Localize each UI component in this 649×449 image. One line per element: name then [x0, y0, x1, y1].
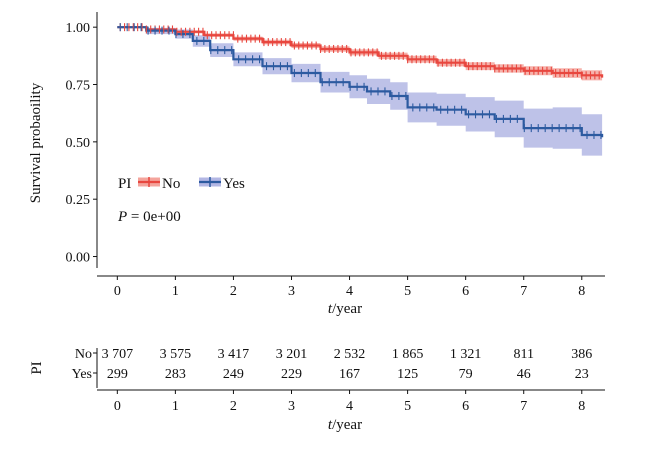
legend-yes-label: Yes [223, 176, 245, 192]
x-tick-label: 6 [462, 284, 469, 299]
survival-plot: 0.00 0.25 0.50 0.75 1.00 0 1 2 3 4 5 6 7 8 Survival p… [28, 12, 605, 317]
risk-cell-yes: 125 [397, 367, 418, 382]
confidence-band-yes [117, 27, 603, 158]
risk-x-axis-label: t/year [328, 417, 362, 433]
risk-cell-yes: 23 [575, 367, 589, 382]
risk-cell-yes: 79 [459, 367, 473, 382]
censor-marks [119, 23, 602, 139]
y-tick-label: 0.00 [66, 251, 91, 266]
risk-cell-no: 2 532 [334, 347, 366, 362]
legend: PI No Yes [118, 176, 245, 192]
y-axis-label: Survival probaoility [28, 82, 44, 203]
risk-x-tick-label: 8 [578, 399, 585, 414]
risk-x-axis-label-unit: /year [332, 417, 362, 433]
risk-row-label-yes: Yes [72, 367, 92, 382]
x-tick-label: 8 [578, 284, 585, 299]
risk-cell-yes: 249 [223, 367, 244, 382]
risk-cell-yes: 283 [165, 367, 186, 382]
survival-curve-yes [117, 26, 604, 138]
risk-row-label-no: No [75, 347, 92, 362]
x-axis-label: t/year [328, 301, 362, 317]
risk-cell-no: 3 707 [102, 347, 134, 362]
risk-table-cells: No 3 707 3 575 3 417 3 201 2 532 1 865 1 321 811… [72, 347, 593, 382]
risk-x-tick-label: 0 [114, 399, 121, 414]
risk-cell-no: 3 417 [218, 347, 250, 362]
x-axis-label-italic: t [328, 301, 333, 317]
risk-cell-no: 386 [571, 347, 592, 362]
p-value-text: = 0e+00 [127, 209, 181, 225]
risk-x-tick-label: 4 [346, 399, 353, 414]
y-tick-label: 1.00 [66, 21, 91, 36]
x-axis-label-unit: /year [332, 301, 362, 317]
x-tick-label: 2 [230, 284, 237, 299]
risk-x-tick-label: 3 [288, 399, 295, 414]
x-tick-label: 4 [346, 284, 353, 299]
risk-x-tick-label: 6 [462, 399, 469, 414]
risk-cell-no: 811 [513, 347, 533, 362]
risk-cell-yes: 46 [517, 367, 531, 382]
legend-title: PI [118, 176, 131, 192]
main-tick-labels: 0.00 0.25 0.50 0.75 1.00 0 1 2 3 4 5 6 7 8 [66, 21, 586, 299]
risk-cell-yes: 299 [107, 367, 128, 382]
main-axes [93, 12, 605, 280]
x-tick-label: 1 [172, 284, 179, 299]
risk-x-tick-label: 1 [172, 399, 179, 414]
risk-x-tick-label: 5 [404, 399, 411, 414]
x-tick-label: 0 [114, 284, 121, 299]
p-value-symbol: P [117, 209, 127, 225]
risk-table-group-label: PI [29, 361, 45, 374]
risk-cell-yes: 167 [339, 367, 360, 382]
y-tick-label: 0.75 [66, 79, 91, 94]
risk-cell-no: 3 201 [276, 347, 308, 362]
x-tick-label: 5 [404, 284, 411, 299]
x-tick-label: 7 [520, 284, 527, 299]
confidence-bands [117, 27, 603, 158]
risk-cell-no: 3 575 [160, 347, 192, 362]
risk-x-tick-label: 2 [230, 399, 237, 414]
p-value-annotation: P = 0e+00 [117, 209, 181, 225]
legend-no-label: No [162, 176, 180, 192]
risk-axes [93, 348, 605, 394]
risk-cell-no: 1 865 [392, 347, 424, 362]
y-tick-label: 0.25 [66, 193, 91, 208]
risk-x-tick-label: 7 [520, 399, 527, 414]
risk-cell-no: 1 321 [450, 347, 482, 362]
risk-tick-labels: 0 1 2 3 4 5 6 7 8 [114, 399, 585, 414]
x-tick-label: 3 [288, 284, 295, 299]
risk-table: PI No 3 707 3 575 3 417 3 201 2 532 1 865 1 321… [29, 347, 605, 433]
y-tick-label: 0.50 [66, 136, 91, 151]
risk-cell-yes: 229 [281, 367, 302, 382]
risk-x-axis-label-italic: t [328, 417, 333, 433]
